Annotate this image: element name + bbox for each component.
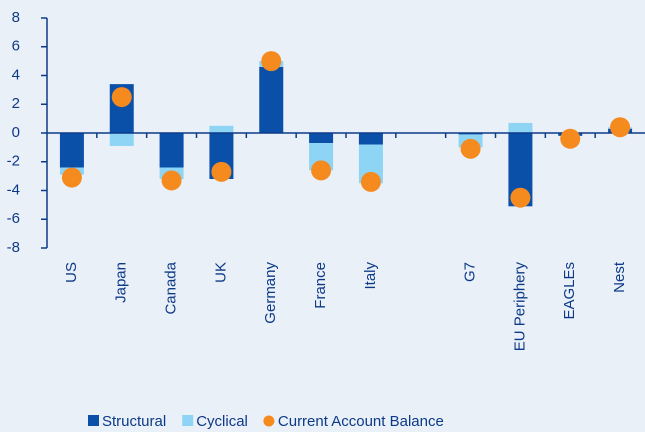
dot [161,170,182,191]
bar [358,133,383,145]
x-tick-label: Germany [262,262,279,324]
bar [59,133,84,168]
legend-label: Current Account Balance [278,413,444,430]
bar [159,133,184,168]
x-tick-label: EAGLEs [561,262,578,320]
legend-label: Structural [102,413,166,430]
x-tick-label: Japan [113,262,130,303]
dot [311,160,332,181]
dot [211,161,232,182]
dot [61,167,82,188]
legend-swatch [263,415,275,427]
x-tick-label: EU Periphery [511,262,528,352]
x-tick-label: Italy [362,262,379,290]
legend-swatch [182,415,194,426]
x-tick-label: Nest [611,261,628,293]
bar [508,133,533,207]
y-tick-label: 6 [12,38,20,55]
bar [109,133,134,146]
dot [360,171,381,192]
dot [261,51,282,72]
x-tick-label: Canada [163,261,180,314]
y-tick-label: 0 [12,124,20,141]
y-tick-label: 8 [12,9,20,26]
bar [259,66,284,133]
x-tick-label: France [312,262,329,309]
x-tick-label: US [63,262,80,283]
x-tick-label: G7 [462,262,479,282]
y-tick-label: 4 [12,66,20,83]
y-tick-label: 2 [12,95,20,112]
dot [560,128,581,149]
y-tick-label: -8 [7,239,20,256]
dot [460,138,481,159]
bar [209,125,234,133]
y-tick-label: -6 [7,210,20,227]
y-tick-label: -4 [7,181,20,198]
bar [309,133,334,144]
y-tick-label: -2 [7,153,20,170]
legend-swatch [88,415,99,426]
legend-label: Cyclical [196,413,248,430]
dot [111,87,132,108]
dot [610,117,631,138]
dot [510,187,531,208]
bar [508,122,533,133]
x-tick-label: UK [212,262,229,283]
